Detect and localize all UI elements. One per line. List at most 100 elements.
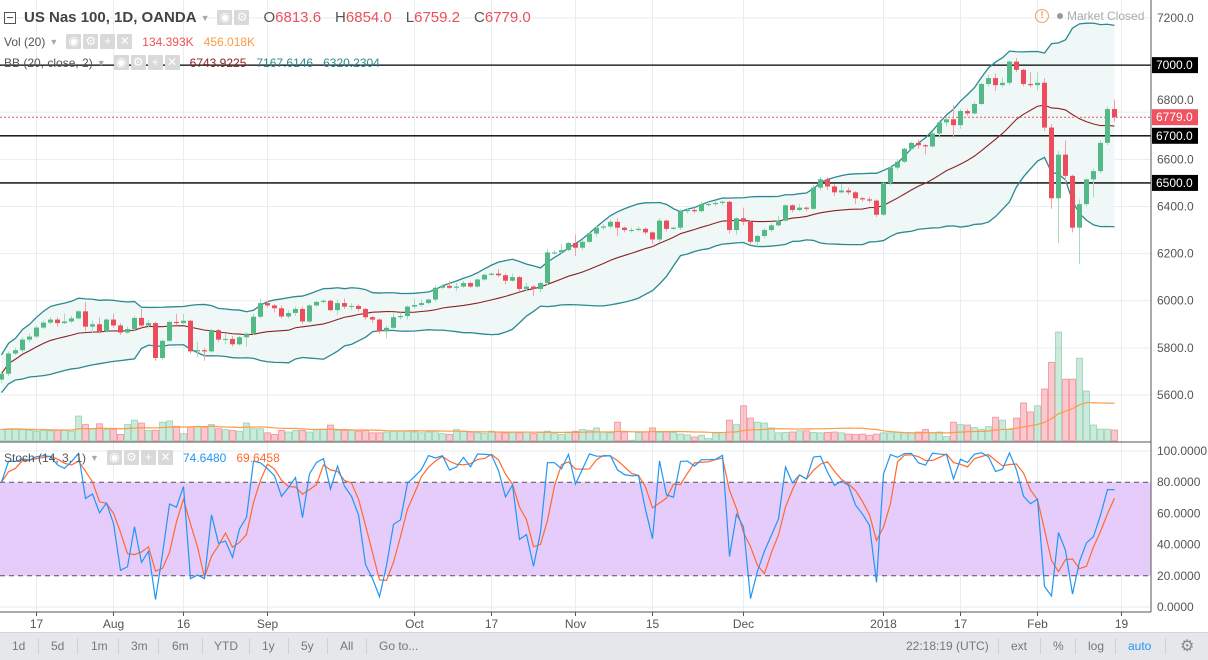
volume-bar bbox=[103, 429, 110, 442]
time-tick-label: 17 bbox=[954, 617, 968, 631]
candle bbox=[1007, 60, 1012, 86]
candle bbox=[300, 306, 305, 325]
volume-bar bbox=[215, 428, 222, 442]
volume-bar bbox=[124, 424, 131, 442]
dropdown-caret-icon[interactable]: ▼ bbox=[49, 36, 59, 47]
candle bbox=[818, 177, 823, 190]
gear-icon[interactable]: ⚙ bbox=[234, 10, 250, 25]
candle-body bbox=[930, 133, 935, 147]
candle bbox=[531, 285, 536, 297]
eye-icon[interactable]: ◉ bbox=[113, 55, 129, 70]
candle-body bbox=[818, 179, 823, 188]
plus-icon[interactable]: + bbox=[147, 55, 163, 70]
volume-bar bbox=[775, 432, 782, 442]
close-icon[interactable]: ✕ bbox=[117, 34, 133, 49]
volume-bar bbox=[1097, 428, 1104, 442]
bb-label[interactable]: BB (20, close, 2) bbox=[4, 55, 93, 70]
collapse-icon[interactable] bbox=[4, 11, 16, 24]
candle bbox=[594, 225, 599, 238]
volume-bar bbox=[551, 432, 558, 442]
candle bbox=[97, 317, 102, 334]
candle bbox=[0, 371, 4, 384]
go-to-button[interactable]: Go to... bbox=[379, 639, 419, 653]
chart-canvas[interactable]: 7200.0 6800.0 6600.0 6400.0 6200.0 6000.0 5800… bbox=[0, 0, 1208, 632]
dropdown-caret-icon[interactable]: ▼ bbox=[200, 12, 210, 23]
range-1d-button[interactable]: 1d bbox=[12, 639, 26, 653]
log-toggle[interactable]: log bbox=[1088, 639, 1105, 653]
range-all-button[interactable]: All bbox=[340, 639, 354, 653]
close-icon[interactable]: ✕ bbox=[157, 450, 173, 465]
range-1m-button[interactable]: 1m bbox=[91, 639, 108, 653]
percent-toggle[interactable]: % bbox=[1053, 639, 1064, 653]
candle bbox=[657, 218, 662, 242]
volume-bar bbox=[985, 426, 992, 442]
range-1y-button[interactable]: 1y bbox=[262, 639, 275, 653]
candle-body bbox=[727, 201, 732, 231]
stoch-k-value: 74.6480 bbox=[182, 450, 227, 465]
candle-body bbox=[531, 286, 536, 289]
candle bbox=[293, 306, 298, 317]
candle-body bbox=[202, 350, 207, 352]
plus-icon[interactable]: + bbox=[140, 450, 156, 465]
candle-body bbox=[363, 308, 368, 318]
candle-body bbox=[1070, 175, 1075, 228]
range-ytd-button[interactable]: YTD bbox=[214, 639, 238, 653]
auto-toggle[interactable]: auto bbox=[1128, 639, 1152, 653]
ext-toggle[interactable]: ext bbox=[1011, 639, 1028, 653]
time-tick-label: Sep bbox=[257, 617, 279, 631]
time-tick-label: 17 bbox=[30, 617, 44, 631]
range-3m-button[interactable]: 3m bbox=[131, 639, 148, 653]
settings-gear-icon[interactable]: ⚙ bbox=[1180, 638, 1195, 655]
divider bbox=[288, 638, 289, 654]
close-icon[interactable]: ✕ bbox=[164, 55, 180, 70]
candle bbox=[811, 185, 816, 211]
time-tick-label: Aug bbox=[103, 617, 124, 631]
volume-bar bbox=[698, 434, 705, 442]
eye-icon[interactable]: ◉ bbox=[66, 34, 82, 49]
volume-bar bbox=[1076, 357, 1083, 442]
candle-body bbox=[1091, 171, 1096, 180]
dropdown-caret-icon[interactable]: ▼ bbox=[96, 57, 106, 68]
candle bbox=[650, 231, 655, 245]
divider bbox=[1075, 638, 1076, 654]
candle bbox=[34, 325, 39, 339]
candle-body bbox=[349, 305, 354, 307]
gear-icon[interactable]: ⚙ bbox=[123, 450, 139, 465]
volume-bar bbox=[383, 431, 390, 442]
range-6m-button[interactable]: 6m bbox=[172, 639, 189, 653]
candle-body bbox=[356, 305, 361, 309]
gear-icon[interactable]: ⚙ bbox=[130, 55, 146, 70]
volume-bar bbox=[474, 432, 481, 442]
volume-bar bbox=[712, 432, 719, 442]
candle bbox=[230, 336, 235, 347]
range-5y-button[interactable]: 5y bbox=[301, 639, 314, 653]
eye-icon[interactable]: ◉ bbox=[217, 10, 233, 25]
candle bbox=[685, 207, 690, 214]
volume-label[interactable]: Vol (20) bbox=[4, 34, 46, 49]
eye-icon[interactable]: ◉ bbox=[106, 450, 122, 465]
dropdown-caret-icon[interactable]: ▼ bbox=[90, 452, 99, 463]
volume-legend: Vol (20) ▼ ◉ ⚙ + ✕ 134.393K 456.018K bbox=[4, 34, 255, 49]
candle-body bbox=[524, 286, 529, 289]
stoch-k-line bbox=[0, 451, 1115, 600]
market-status[interactable]: ! Market Closed bbox=[1035, 9, 1144, 23]
price-tick-label: 6600.0 bbox=[1157, 152, 1194, 166]
candle-body bbox=[741, 218, 746, 222]
candle bbox=[62, 313, 67, 325]
stoch-label[interactable]: Stoch (14, 3, 1) bbox=[4, 450, 87, 465]
candle-body bbox=[62, 321, 67, 324]
symbol-title[interactable]: US Nas 100, 1D, OANDA bbox=[24, 9, 197, 26]
range-5d-button[interactable]: 5d bbox=[51, 639, 65, 653]
candle-body bbox=[181, 320, 186, 324]
candle-body bbox=[321, 300, 326, 302]
candle bbox=[433, 285, 438, 302]
bb-fill bbox=[1, 23, 1115, 393]
volume-bar bbox=[943, 436, 950, 442]
candle bbox=[27, 333, 32, 342]
clock[interactable]: 22:18:19 (UTC) bbox=[906, 639, 989, 653]
gear-icon[interactable]: ⚙ bbox=[83, 34, 99, 49]
plus-icon[interactable]: + bbox=[100, 34, 116, 49]
candle-body bbox=[489, 273, 494, 275]
candle bbox=[419, 299, 424, 307]
volume-bar bbox=[593, 427, 600, 442]
